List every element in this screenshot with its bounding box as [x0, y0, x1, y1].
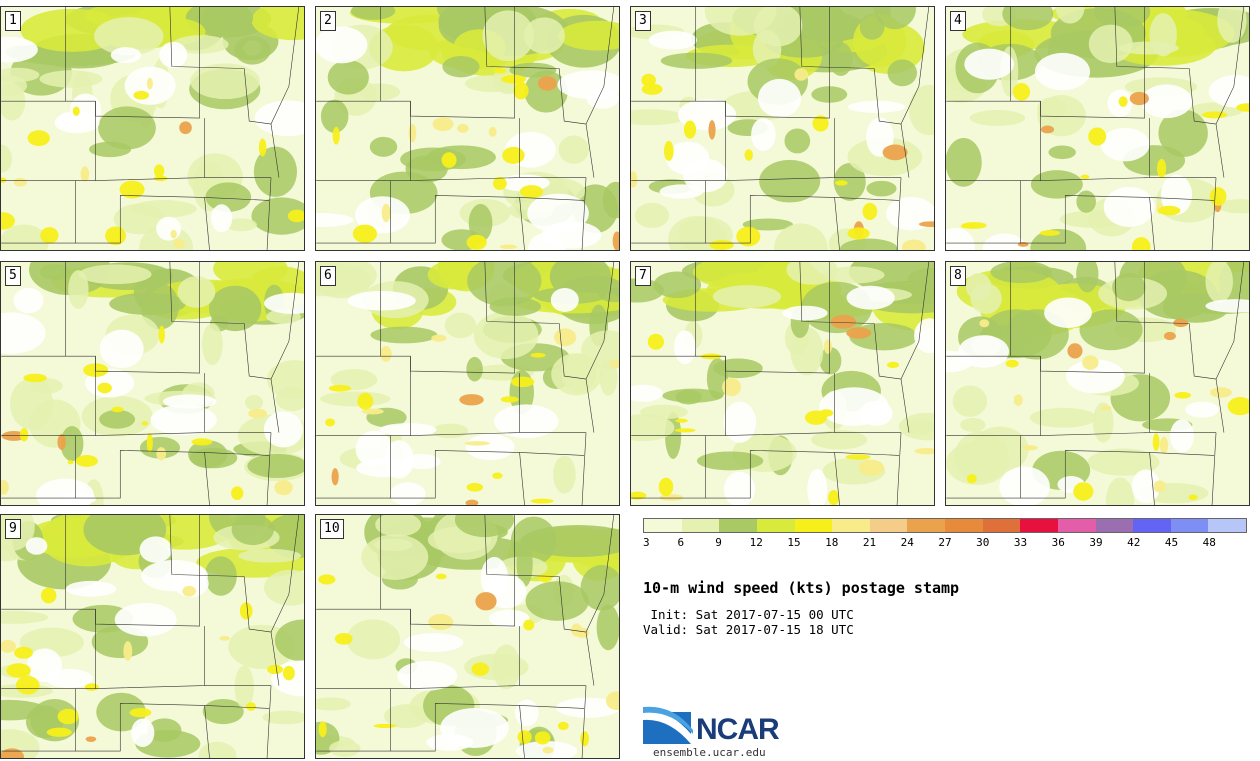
panel-number: 7: [635, 266, 651, 286]
panel-number: 3: [635, 11, 651, 31]
colorbar-cell: [982, 519, 1021, 532]
panel-number: 6: [320, 266, 336, 286]
stamp-panel-6: 6: [315, 261, 620, 506]
panel-number: 9: [5, 519, 21, 539]
colorbar-label: 6: [677, 536, 685, 549]
colorbar-label: 18: [825, 536, 839, 549]
stamp-panel-2: 2: [315, 6, 620, 251]
colorbar-cell: [756, 519, 795, 532]
colorbar-cell: [644, 519, 682, 532]
stamp-panel-5: 5: [0, 261, 305, 506]
colorbar-cell: [1020, 519, 1058, 532]
colorbar-label: 27: [938, 536, 952, 549]
wind-map: [946, 7, 1249, 250]
panel-number: 4: [950, 11, 966, 31]
wind-map: [1, 7, 304, 250]
colorbar-label: 42: [1127, 536, 1141, 549]
colorbar-cell: [1133, 519, 1171, 532]
colorbar-label: 9: [715, 536, 722, 549]
colorbar-label: 30: [976, 536, 990, 549]
colorbar-cell: [832, 519, 870, 532]
colorbar: [643, 518, 1247, 533]
colorbar-cell: [869, 519, 908, 532]
colorbar-label: 15: [787, 536, 801, 549]
colorbar-cell: [1095, 519, 1134, 532]
colorbar-cell: [945, 519, 983, 532]
colorbar-cell: [681, 519, 720, 532]
stamp-panel-8: 8: [945, 261, 1250, 506]
colorbar-cell: [1170, 519, 1209, 532]
panel-number: 5: [5, 266, 21, 286]
wind-map: [316, 262, 619, 505]
panel-number: 2: [320, 11, 336, 31]
colorbar-label: 45: [1164, 536, 1179, 549]
stamp-panel-9: 9: [0, 514, 305, 759]
stamp-panel-4: 4: [945, 6, 1250, 251]
stamp-panel-3: 3: [630, 6, 935, 251]
plot-title: 10-m wind speed (kts) postage stamp: [643, 579, 960, 597]
colorbar-labels: 3 6 9 12 15 18 21 24 27 30 33 36 39 42 45 48: [643, 536, 1247, 550]
wind-map: [1, 515, 304, 758]
colorbar-label: 36: [1051, 536, 1065, 549]
colorbar-label: 12: [749, 536, 763, 549]
stamp-panel-1: 1: [0, 6, 305, 251]
wind-map: [1, 262, 304, 505]
wind-map: [631, 262, 934, 505]
colorbar-label: 24: [900, 536, 914, 549]
wind-map: [631, 7, 934, 250]
wind-map: [946, 262, 1249, 505]
panel-number: 10: [320, 519, 344, 539]
wind-map: [316, 515, 619, 758]
colorbar-cell: [1057, 519, 1096, 532]
panel-number: 8: [950, 266, 966, 286]
colorbar-label: 21: [862, 536, 877, 549]
colorbar-label: 39: [1089, 536, 1103, 549]
logo-url: ensemble.ucar.edu: [653, 746, 766, 759]
logo-wordmark: NCAR: [696, 713, 780, 746]
wind-map: [316, 7, 619, 250]
ncar-logo-icon: [643, 706, 693, 744]
valid-time: Valid: Sat 2017-07-15 18 UTC: [643, 622, 854, 637]
colorbar-cell: [1208, 519, 1246, 532]
stamp-panel-10: 10: [315, 514, 620, 759]
panel-number: 1: [5, 11, 21, 31]
colorbar-cell: [719, 519, 757, 532]
colorbar-label: 48: [1202, 536, 1216, 549]
init-time: Init: Sat 2017-07-15 00 UTC: [643, 607, 854, 622]
colorbar-cell: [794, 519, 833, 532]
stamp-panel-7: 7: [630, 261, 935, 506]
colorbar-label: 33: [1013, 536, 1028, 549]
colorbar-label: 3: [643, 536, 650, 549]
colorbar-cell: [907, 519, 945, 532]
